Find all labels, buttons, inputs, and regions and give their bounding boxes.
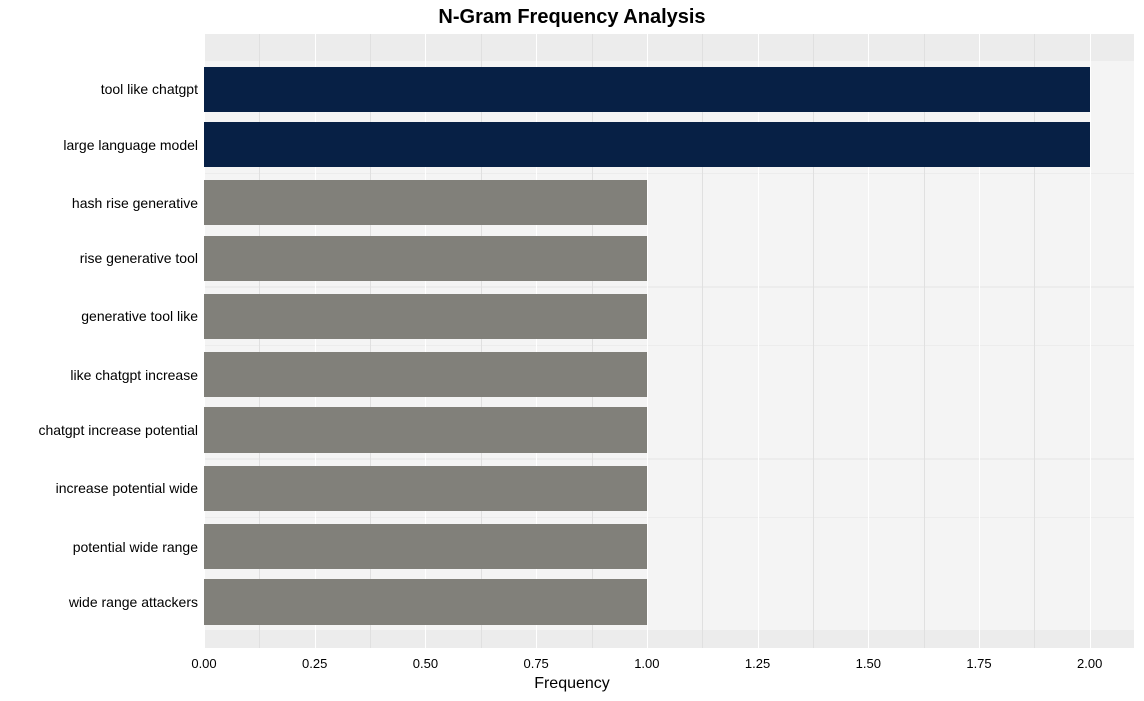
y-tick-label: increase potential wide bbox=[56, 480, 198, 496]
x-tick-label: 2.00 bbox=[1077, 656, 1102, 671]
bar bbox=[204, 407, 647, 452]
y-tick-label: hash rise generative bbox=[72, 195, 198, 211]
y-tick-label: generative tool like bbox=[81, 308, 198, 324]
y-tick-label: like chatgpt increase bbox=[70, 367, 198, 383]
chart-title: N-Gram Frequency Analysis bbox=[0, 6, 1144, 29]
x-tick-label: 1.75 bbox=[966, 656, 991, 671]
bar bbox=[204, 524, 647, 569]
x-tick-label: 1.00 bbox=[634, 656, 659, 671]
x-tick-label: 0.50 bbox=[413, 656, 438, 671]
bar bbox=[204, 579, 647, 624]
gridline-major bbox=[1090, 34, 1091, 648]
bar bbox=[204, 180, 647, 225]
plot-area bbox=[204, 34, 1134, 648]
x-tick-label: 0.00 bbox=[191, 656, 216, 671]
y-tick-label: large language model bbox=[63, 137, 198, 153]
x-tick-label: 0.25 bbox=[302, 656, 327, 671]
y-tick-label: potential wide range bbox=[73, 539, 198, 555]
y-tick-label: chatgpt increase potential bbox=[38, 422, 198, 438]
y-tick-label: rise generative tool bbox=[80, 250, 198, 266]
x-tick-label: 1.25 bbox=[745, 656, 770, 671]
y-tick-label: tool like chatgpt bbox=[101, 81, 198, 97]
bar bbox=[204, 466, 647, 511]
x-tick-label: 1.50 bbox=[856, 656, 881, 671]
bar bbox=[204, 236, 647, 281]
x-axis-label: Frequency bbox=[0, 675, 1144, 693]
y-tick-label: wide range attackers bbox=[69, 594, 198, 610]
bar bbox=[204, 122, 1090, 167]
bar bbox=[204, 67, 1090, 112]
ngram-frequency-chart: N-Gram Frequency Analysis Frequency tool… bbox=[0, 0, 1144, 701]
x-tick-label: 0.75 bbox=[523, 656, 548, 671]
bar bbox=[204, 352, 647, 397]
bar bbox=[204, 294, 647, 339]
